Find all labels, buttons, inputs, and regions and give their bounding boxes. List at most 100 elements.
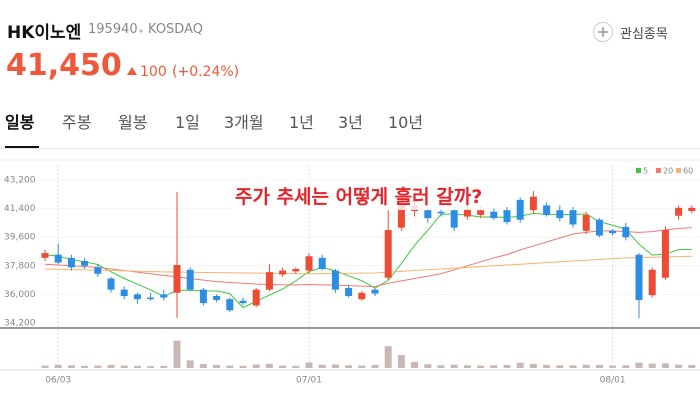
volume-bar [450,364,458,368]
volume-bar [648,363,656,368]
volume-bar [622,365,630,368]
volume-bar [556,365,564,368]
candle-body [305,256,313,271]
candle-body [147,297,155,300]
candle-body [239,300,247,304]
volume-bar [239,365,247,368]
volume-bar [120,365,128,368]
candle-body [529,196,537,211]
candle-body [120,289,128,296]
candle-body [675,207,683,216]
volume-bar [384,346,392,368]
moving-average-line [44,212,692,309]
volume-bar [543,365,551,368]
candle-body [279,270,287,275]
candle-body [213,295,221,300]
volume-bar [305,362,313,368]
up-arrow [127,67,137,75]
candle-body [384,230,392,278]
candle-body [41,253,49,258]
volume-bar [411,362,419,368]
candle-body [133,294,141,300]
volume-bar [635,362,643,368]
candle-body [569,210,577,225]
tab[interactable]: 3년 [338,113,363,132]
tab[interactable]: 1일 [175,113,200,132]
candle-body [199,289,207,304]
y-tick-label: 36,000 [4,290,36,300]
moving-average-line [44,227,692,287]
volume-bar [160,365,168,368]
candle-body [81,261,89,266]
candle-body [516,199,524,220]
x-tick-label: 07/01 [296,376,322,386]
x-tick-label: 06/03 [45,376,71,386]
volume-bar [516,362,524,368]
volume-bar [107,365,115,368]
y-tick-label: 43,200 [4,175,36,185]
candle-body [318,257,326,269]
change: 100 [140,64,167,80]
volume-bar [424,364,432,368]
volume-bar [81,365,89,368]
volume-bar [490,365,498,368]
candle-body [94,267,102,274]
price: 41,450 [6,48,122,83]
volume-bar [318,364,326,368]
volume-bar [477,365,485,368]
tab[interactable]: 월봉 [118,113,148,132]
candle-body [160,294,168,298]
volume-bar [252,364,260,368]
y-tick-label: 41,400 [4,204,36,214]
legend-label: 60 [683,167,693,176]
legend-swatch [656,168,661,173]
tab[interactable]: 1년 [289,113,314,132]
candle-body [424,210,432,219]
watch-icon[interactable] [592,21,614,43]
volume-bar [661,363,669,368]
x-tick-label: 08/01 [600,376,626,386]
volume-bar [688,365,696,368]
volume-bar [397,354,405,368]
separator [139,29,143,33]
candle-body [688,207,696,211]
volume-bar [94,365,102,368]
volume-bar [529,363,537,368]
volume-bar [345,365,353,368]
candle-body [358,292,366,300]
tab[interactable]: 3개월 [224,113,264,132]
y-tick-label: 39,600 [4,233,36,243]
watch-button[interactable]: 관심종목 [620,27,668,42]
change-pct: (+0.24%) [172,64,240,80]
candle-body [556,210,564,219]
volume-bar [609,365,617,368]
volume-bar [133,365,141,368]
candle-body [635,254,643,300]
volume-bar [199,363,207,368]
volume-bar [173,340,181,368]
volume-bar [226,365,234,368]
candle-body [371,289,379,294]
tab[interactable]: 10년 [388,113,424,132]
tab-underline [5,146,39,148]
candle-body [437,211,445,214]
candle-body [345,288,353,296]
candle-body [477,210,485,215]
candle-body [265,272,273,290]
volume-bar [265,363,273,368]
volume-bar [358,365,366,368]
candle-body [648,269,656,296]
volume-bar [463,365,471,368]
candle-body [107,278,115,290]
candle-body [503,210,511,223]
candle-body [595,219,603,236]
candle-body [173,265,181,293]
volume-bar [675,364,683,368]
volume-bar [186,360,194,368]
volume-bar [292,365,300,368]
tab[interactable]: 주봉 [62,113,92,132]
candle-body [609,230,617,234]
tab[interactable]: 일봉 [5,113,35,132]
